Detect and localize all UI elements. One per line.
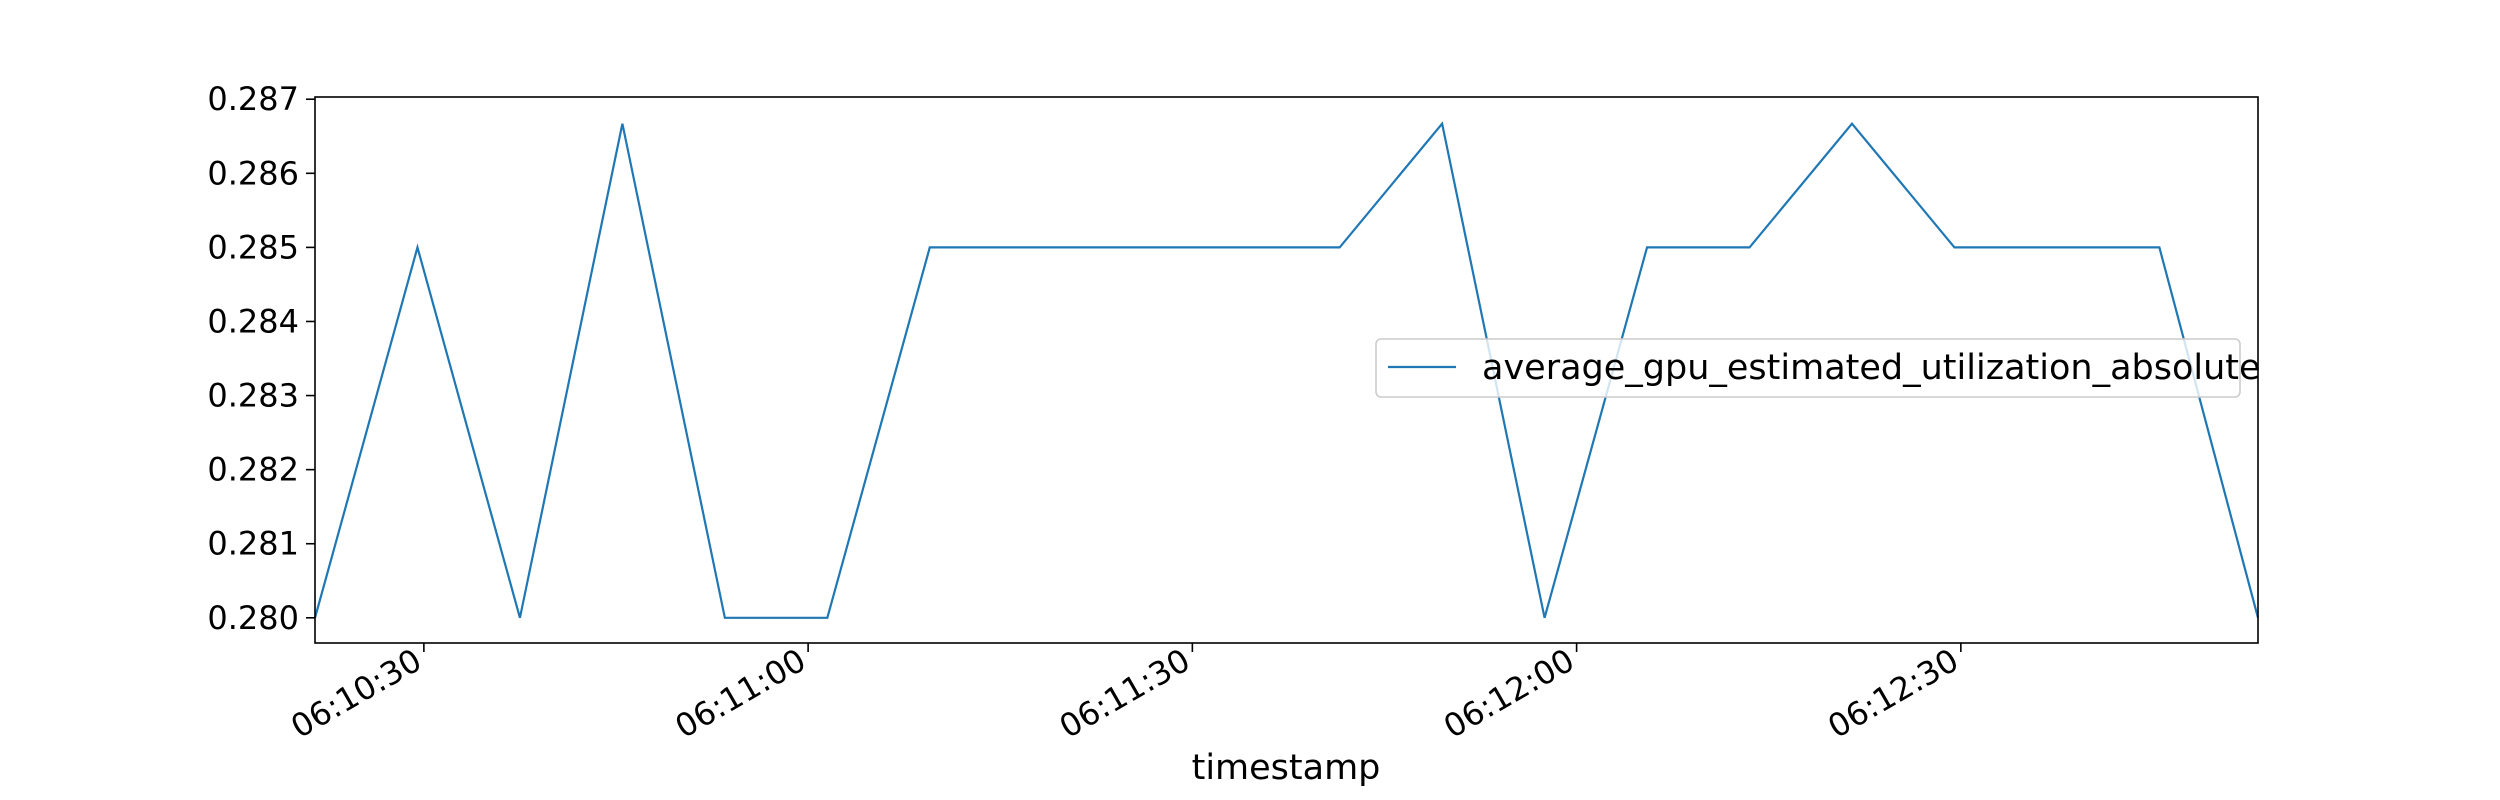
y-tick-label: 0.286 bbox=[207, 154, 299, 192]
legend-entry-label: average_gpu_estimated_utilization_absolu… bbox=[1482, 348, 2261, 388]
data-point bbox=[2157, 245, 2161, 249]
legend-box bbox=[1375, 338, 2241, 398]
plot-layer bbox=[313, 121, 2260, 620]
legend: average_gpu_estimated_utilization_absolu… bbox=[1375, 338, 2261, 398]
data-point bbox=[928, 245, 932, 249]
data-point bbox=[620, 122, 624, 126]
data-point bbox=[518, 616, 522, 620]
data-point bbox=[1645, 245, 1649, 249]
data-point bbox=[1543, 616, 1547, 620]
y-tick-label: 0.282 bbox=[207, 451, 299, 489]
y-tick-label: 0.283 bbox=[207, 377, 299, 415]
plot-frame bbox=[314, 96, 2259, 644]
data-point bbox=[1338, 245, 1342, 249]
series-line-0 bbox=[313, 121, 2260, 619]
data-point bbox=[825, 616, 829, 620]
data-point bbox=[415, 245, 419, 249]
data-point bbox=[1235, 245, 1239, 249]
data-point bbox=[1440, 122, 1444, 126]
data-point bbox=[1133, 245, 1137, 249]
y-tick-label: 0.284 bbox=[207, 302, 299, 340]
data-point bbox=[723, 616, 727, 620]
data-point bbox=[1030, 245, 1034, 249]
data-point bbox=[2055, 245, 2059, 249]
y-tick-label: 0.281 bbox=[207, 525, 299, 563]
data-point bbox=[1748, 245, 1752, 249]
y-tick-label: 0.280 bbox=[207, 599, 299, 637]
data-point bbox=[1850, 122, 1854, 126]
y-tick-label: 0.287 bbox=[207, 80, 299, 118]
y-axis: 0.280 0.281 0.282 0.283 0.284 0.285 0.286 0.287 bbox=[207, 80, 315, 637]
y-tick-label: 0.285 bbox=[207, 228, 299, 266]
data-point bbox=[1952, 245, 1956, 249]
x-axis-label: timestamp bbox=[1192, 748, 1381, 788]
